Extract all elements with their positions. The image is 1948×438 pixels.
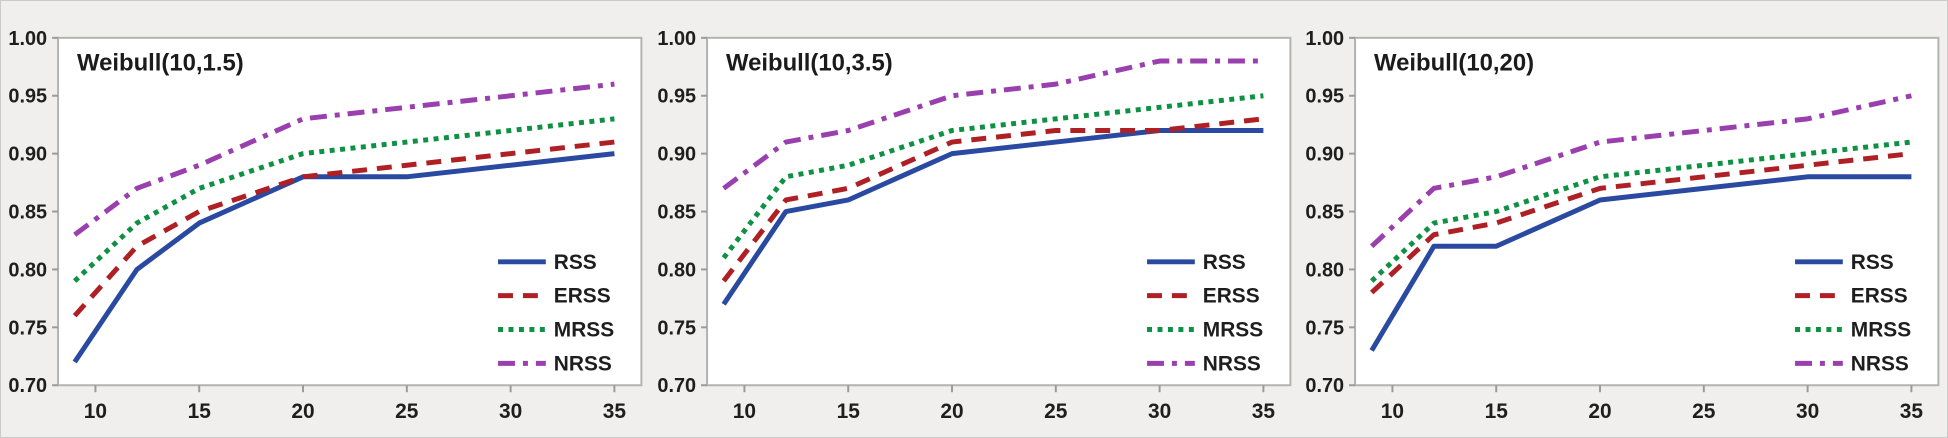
legend-label-erss: ERSS — [554, 285, 611, 308]
legend-label-rss: RSS — [554, 251, 597, 274]
series-line-mrss — [721, 93, 1264, 260]
x-axis-tick-label: 20 — [940, 400, 963, 423]
series-line-erss — [721, 116, 1264, 283]
legend-label-mrss: MRSS — [1851, 318, 1911, 341]
legend-label-erss: ERSS — [1851, 285, 1908, 308]
x-axis-tick-label: 25 — [1693, 400, 1717, 423]
y-axis-tick-label: 0.70 — [657, 375, 696, 397]
line-chart: 0.70 0.75 0.80 0.85 0.90 0.95 1.00 10 15 20 25 30 35… — [1306, 28, 1940, 423]
y-axis-tick-label: 1.00 — [1306, 28, 1345, 50]
legend-label-nrss: NRSS — [1202, 352, 1260, 375]
x-axis-tick-label: 10 — [732, 400, 755, 423]
chart-panel-weibull-10-1-5: 0.70 0.75 0.80 0.85 0.90 0.95 1.00 10 15 20 25 30 35… — [1, 1, 650, 437]
x-axis-tick-label: 10 — [84, 400, 107, 423]
line-chart: 0.70 0.75 0.80 0.85 0.90 0.95 1.00 10 15 20 25 30 35… — [657, 28, 1292, 423]
x-axis-tick-label: 25 — [1044, 400, 1068, 423]
x-axis-tick-label: 35 — [1900, 400, 1924, 423]
chart-title: Weibull(10,3.5) — [726, 50, 893, 77]
y-axis-tick-label: 0.95 — [657, 86, 696, 108]
series-line-erss — [1370, 151, 1913, 295]
y-axis-tick-label: 0.85 — [8, 202, 47, 224]
legend: RSS ERSS MRSS NRSS — [498, 251, 614, 375]
x-axis-tick-label: 30 — [499, 400, 522, 423]
y-axis-tick-label: 1.00 — [8, 28, 47, 50]
legend-label-rss: RSS — [1202, 251, 1245, 274]
x-axis-tick-label: 35 — [603, 400, 627, 423]
x-axis-tick-label: 10 — [1381, 400, 1404, 423]
y-axis-tick-label: 0.75 — [1306, 317, 1345, 339]
y-axis-tick-label: 0.95 — [8, 86, 47, 108]
y-axis-tick-label: 0.70 — [8, 375, 47, 397]
y-axis-tick-label: 0.70 — [1306, 375, 1345, 397]
legend-label-erss: ERSS — [1202, 285, 1259, 308]
legend: RSS ERSS MRSS NRSS — [1146, 251, 1263, 375]
y-axis-tick-label: 1.00 — [657, 28, 696, 50]
chart-title: Weibull(10,1.5) — [77, 50, 244, 77]
y-axis-tick-label: 0.90 — [657, 144, 696, 166]
chart-panel-weibull-10-3-5: 0.70 0.75 0.80 0.85 0.90 0.95 1.00 10 15 20 25 30 35… — [650, 1, 1299, 437]
series-line-nrss — [1370, 93, 1913, 249]
y-axis-tick-label: 0.75 — [657, 317, 696, 339]
legend-label-mrss: MRSS — [1202, 318, 1262, 341]
y-axis-tick-label: 0.85 — [1306, 202, 1345, 224]
y-axis-tick-label: 0.75 — [8, 317, 47, 339]
chart-title: Weibull(10,20) — [1374, 50, 1534, 77]
y-axis-tick-label: 0.90 — [1306, 144, 1345, 166]
x-axis-tick-label: 25 — [395, 400, 419, 423]
y-axis-tick-label: 0.80 — [657, 259, 696, 281]
legend-label-nrss: NRSS — [1851, 352, 1909, 375]
legend-label-rss: RSS — [1851, 251, 1894, 274]
y-axis-tick-label: 0.80 — [8, 259, 47, 281]
x-axis-tick-label: 15 — [188, 400, 212, 423]
x-axis-tick-label: 15 — [836, 400, 860, 423]
x-axis-tick-label: 20 — [291, 400, 314, 423]
chart-panel-weibull-10-20: 0.70 0.75 0.80 0.85 0.90 0.95 1.00 10 15 20 25 30 35… — [1298, 1, 1947, 437]
series-line-nrss — [73, 81, 615, 237]
y-axis-tick-label: 0.85 — [657, 202, 696, 224]
x-axis-tick-label: 20 — [1589, 400, 1612, 423]
series-line-rss — [1369, 174, 1912, 352]
x-axis-tick-label: 30 — [1796, 400, 1819, 423]
x-axis-tick-label: 30 — [1148, 400, 1171, 423]
x-axis-tick-label: 15 — [1485, 400, 1509, 423]
legend-label-mrss: MRSS — [554, 318, 614, 341]
series-line-mrss — [1370, 139, 1913, 283]
y-axis-tick-label: 0.90 — [8, 144, 47, 166]
series-line-nrss — [721, 58, 1264, 191]
x-axis-tick-label: 35 — [1251, 400, 1275, 423]
y-axis-tick-label: 0.80 — [1306, 259, 1345, 281]
y-axis-tick-label: 0.95 — [1306, 86, 1345, 108]
line-chart: 0.70 0.75 0.80 0.85 0.90 0.95 1.00 10 15 20 25 30 35… — [8, 28, 643, 423]
series-line-erss — [72, 139, 615, 318]
series-line-mrss — [72, 116, 615, 283]
legend-label-nrss: NRSS — [554, 352, 612, 375]
